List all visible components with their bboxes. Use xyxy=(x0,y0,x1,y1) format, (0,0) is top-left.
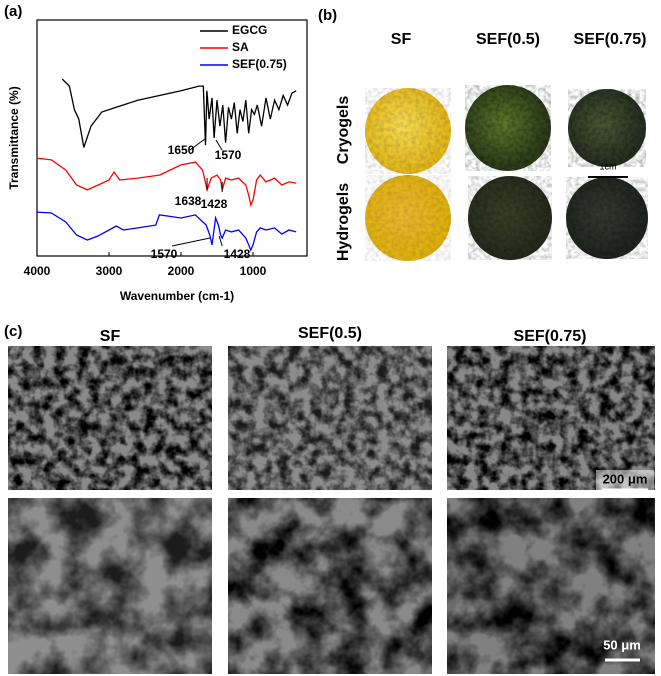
annotation: 1570 xyxy=(151,247,178,261)
annotation-arrow xyxy=(171,237,211,247)
x-tick-label: 1000 xyxy=(240,264,267,278)
x-tick-label: 3000 xyxy=(96,264,123,278)
x-tick-label: 2000 xyxy=(168,264,195,278)
panel-label: (a) xyxy=(4,3,22,20)
x-axis-label: Wavenumber (cm-1) xyxy=(120,289,234,303)
annotation: 1650 xyxy=(168,143,195,157)
photo-panel: (b) SF SEF(0.5) SEF(0.75) Cryogels Hydro… xyxy=(318,7,648,261)
row-label: Cryogels xyxy=(335,96,352,165)
annotation: 1570 xyxy=(215,148,242,162)
annotation-arrow xyxy=(218,235,223,247)
column-label: SF xyxy=(391,31,412,48)
sem-panel: (c) SF SEF(0.5) SEF(0.75) 200 μm 50 μm xyxy=(4,323,655,674)
legend-label: SEF(0.75) xyxy=(232,57,287,71)
annotation: 1638 xyxy=(175,194,202,208)
scale-label: 200 μm xyxy=(603,471,648,486)
spectrum-line xyxy=(61,78,297,148)
panel-label: (c) xyxy=(4,323,22,340)
ftir-panel: (a) Wavenumber (cm-1) Transmittance (%) 400… xyxy=(4,3,308,303)
scale-label: 50 μm xyxy=(603,637,641,652)
annotation: 1428 xyxy=(224,247,251,261)
annotation-arrow xyxy=(215,139,223,151)
sample-photo xyxy=(365,85,648,261)
sem-image xyxy=(8,346,655,674)
spectrum-line xyxy=(36,211,297,252)
column-label: SF xyxy=(100,328,121,345)
column-label: SEF(0.75) xyxy=(574,31,647,48)
panel-label: (b) xyxy=(318,7,337,24)
annotation-arrow xyxy=(189,137,207,151)
annotation: 1428 xyxy=(201,197,228,211)
column-label: SEF(0.5) xyxy=(476,31,540,48)
row-label: Hydrogels xyxy=(335,183,352,261)
scale-label: 1cm xyxy=(599,161,616,171)
legend-label: EGCG xyxy=(232,23,267,37)
y-axis-label: Transmittance (%) xyxy=(7,86,21,189)
legend-label: SA xyxy=(232,40,249,54)
column-label: SEF(0.5) xyxy=(298,325,362,342)
spectrum-line xyxy=(36,157,297,208)
column-label: SEF(0.75) xyxy=(514,328,587,345)
x-tick-label: 4000 xyxy=(24,264,51,278)
plot-frame xyxy=(36,19,308,257)
